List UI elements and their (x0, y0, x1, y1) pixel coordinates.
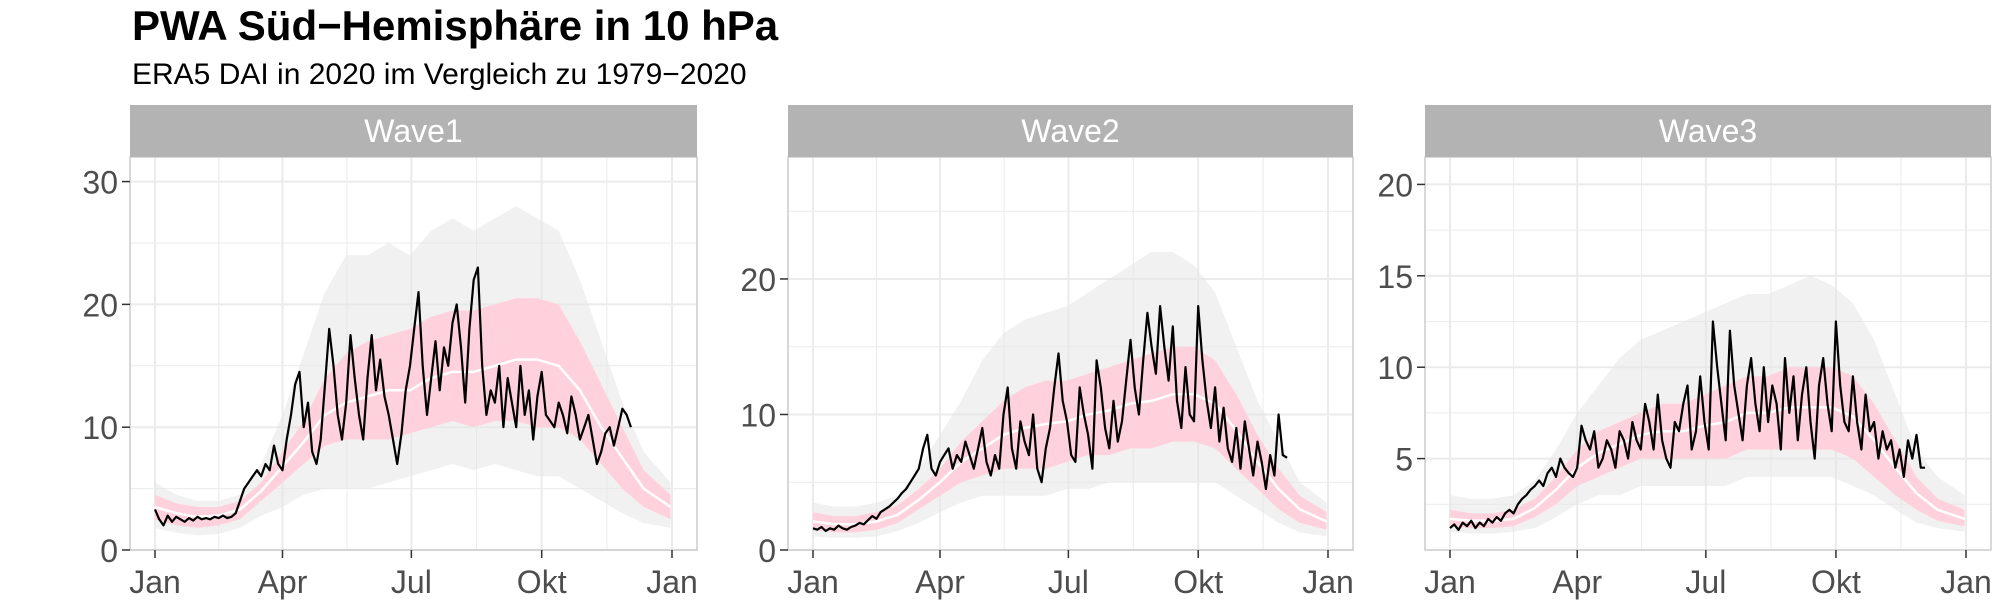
wave2-strip-label: Wave2 (1021, 113, 1119, 149)
wave1-x-tick-label: Okt (517, 564, 567, 600)
wave3-y-tick-label: 20 (1377, 167, 1413, 203)
wave1-strip (130, 105, 697, 157)
wave1-y-tick-label: 10 (82, 410, 118, 446)
wave1-x-tick-label: Jan (646, 564, 698, 600)
wave1-y-tick-label: 0 (100, 533, 118, 569)
wave2-y-tick-label: 20 (740, 262, 776, 298)
wave1-y-tick-label: 20 (82, 287, 118, 323)
wave3-series-2020 (1449, 320, 1925, 531)
wave1-x-tick-label: Apr (258, 564, 308, 600)
wave2-x-tick-label: Jul (1048, 564, 1089, 600)
wave2-y-tick-label: 10 (740, 397, 776, 433)
wave3-x-tick-label: Jan (1940, 564, 1992, 600)
wave2-x-tick-label: Jan (1302, 564, 1354, 600)
wave1-series-2020 (153, 266, 632, 527)
wave3-x-tick-label: Apr (1552, 564, 1602, 600)
wave3-strip (1425, 105, 1991, 157)
wave3-x-tick-label: Okt (1811, 564, 1861, 600)
wave3-x-tick-label: Jul (1685, 564, 1726, 600)
wave2-y-tick-label: 0 (758, 533, 776, 569)
wave3-y-tick-label: 5 (1395, 442, 1413, 478)
chart-subtitle: ERA5 DAI in 2020 im Vergleich zu 1979−20… (132, 58, 747, 91)
wave3-percentile-band (1450, 367, 1965, 529)
wave2-x-tick-label: Jan (787, 564, 839, 600)
wave1-x-tick-label: Jul (391, 564, 432, 600)
wave3-y-tick-label: 15 (1377, 259, 1413, 295)
wave2-x-tick-label: Okt (1173, 564, 1223, 600)
wave1-y-tick-label: 30 (82, 165, 118, 201)
wave2-strip (788, 105, 1353, 157)
wave3-strip-label: Wave3 (1659, 113, 1757, 149)
wave1-mean-line (154, 358, 672, 519)
wave2-series-2020 (812, 305, 1288, 533)
wave1-strip-label: Wave1 (364, 113, 462, 149)
wave3-y-tick-label: 10 (1377, 350, 1413, 386)
wave2-x-tick-label: Apr (915, 564, 965, 600)
wave1-percentile-band (155, 298, 671, 528)
wave1-x-tick-label: Jan (129, 564, 181, 600)
chart-title: PWA Süd−Hemisphäre in 10 hPa (132, 2, 779, 49)
wave3-x-tick-label: Jan (1424, 564, 1476, 600)
